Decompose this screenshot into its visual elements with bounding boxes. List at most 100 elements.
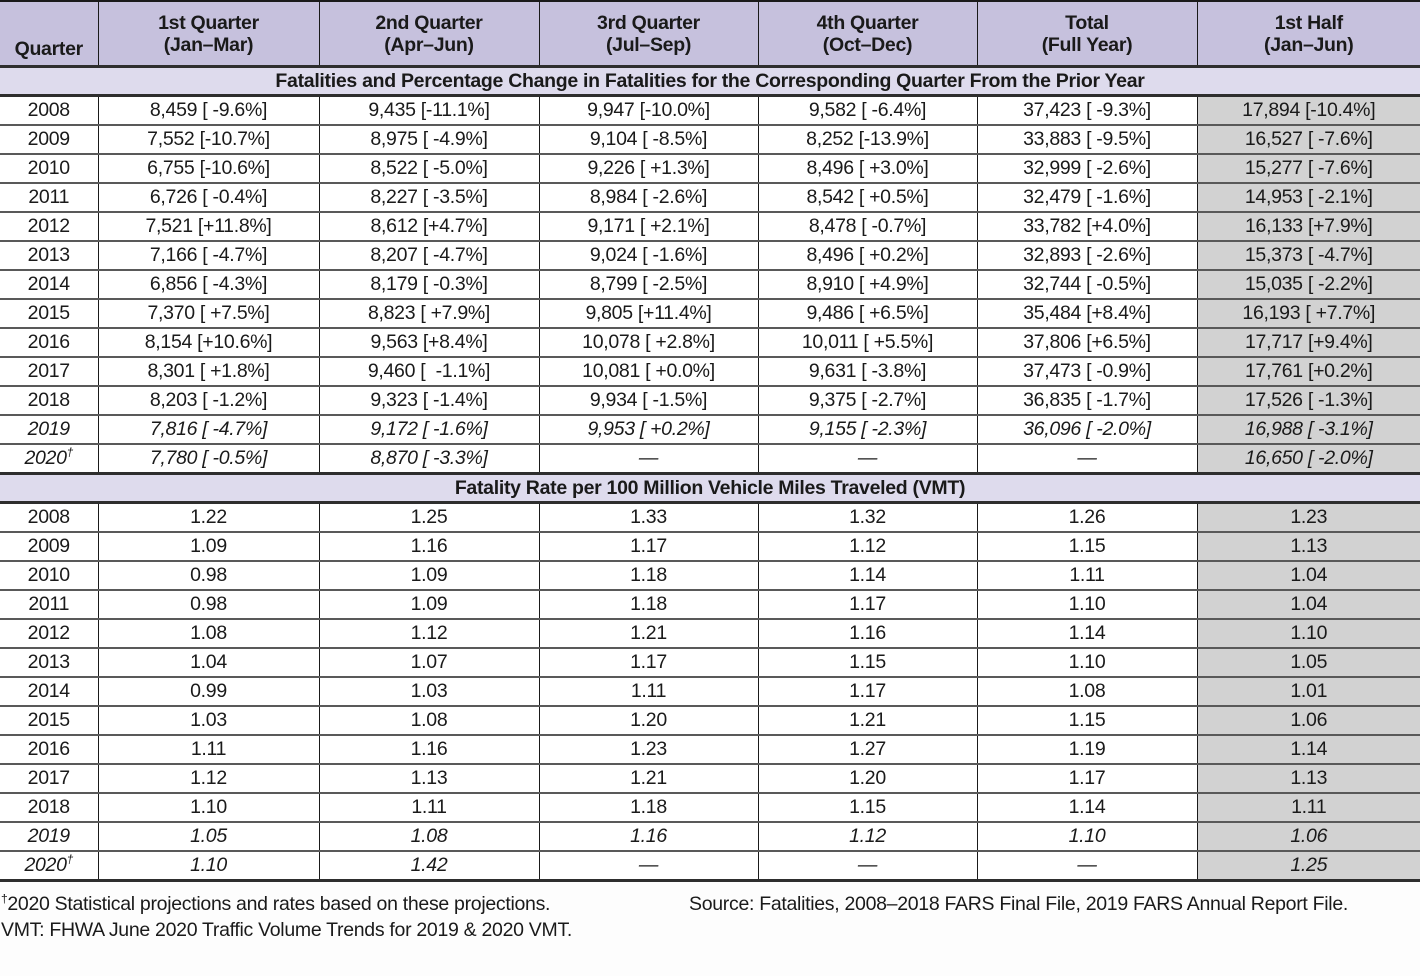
col-header-total: Total (Full Year) [976,0,1198,67]
value-cell: 1.09 [97,531,320,561]
value-cell: 1.16 [757,618,978,648]
table-row: 2010 0.98 1.09 1.18 1.14 1.11 1.04 [0,560,1420,590]
value-cell: 1.17 [976,763,1198,793]
value-cell: 36,835 [ -1.7%] [976,385,1198,415]
value-cell: 1.06 [1196,821,1420,851]
value-cell: 1.13 [318,763,540,793]
value-cell: 1.14 [976,618,1198,648]
col-header-sublabel: (Jul–Sep) [605,33,692,56]
year-label: 2016 [27,738,70,760]
value-cell: 8,522 [ -5.0%] [318,153,540,183]
year-cell: 2011 [0,589,99,619]
value-cell: — [976,443,1198,474]
value-cell: 1.17 [757,676,978,706]
table-row: 2019 1.05 1.08 1.16 1.12 1.10 1.06 [0,821,1420,851]
value-cell: 8,496 [ +3.0%] [757,153,978,183]
table-row: 2020† 7,780 [ -0.5%] 8,870 [ -3.3%] — — —16,6… [0,443,1420,474]
value-cell: 1.07 [318,647,540,677]
table-row: 2015 7,370 [ +7.5%] 8,823 [ +7.9%] 9,805 [+… [0,298,1420,328]
value-cell: 1.18 [538,792,759,822]
col-header-label: 2nd Quarter [375,11,483,34]
table-row: 2018 1.10 1.11 1.18 1.15 1.14 1.11 [0,792,1420,822]
value-cell: 9,953 [ +0.2%] [538,414,759,444]
value-cell: 8,612 [+4.7%] [318,211,540,241]
value-cell: 0.98 [97,589,320,619]
value-cell: 1.11 [97,734,320,764]
value-cell: 37,423 [ -9.3%] [976,95,1198,125]
value-cell: — [538,443,759,474]
year-cell: 2018 [0,385,99,415]
value-cell: 9,486 [ +6.5%] [757,298,978,328]
table-row: 2016 8,154 [+10.6%] 9,563 [+8.4%] 10,078 [ … [0,327,1420,357]
table-row: 2019 7,816 [ -4.7%] 9,172 [ -1.6%] 9,953 [ … [0,414,1420,444]
value-cell: 1.19 [976,734,1198,764]
table-row: 2012 7,521 [+11.8%] 8,612 [+4.7%] 9,171 [ +… [0,211,1420,241]
col-header-label: Total [1065,11,1109,34]
value-cell: 1.32 [757,502,978,532]
value-cell: 0.99 [97,676,320,706]
value-cell: 16,527 [ -7.6%] [1196,124,1420,154]
footnote-vmt-line: VMT: FHWA June 2020 Traffic Volume Trend… [1,919,573,941]
value-cell: 1.14 [1196,734,1420,764]
table-row: 2017 8,301 [ +1.8%] 9,460 [ -1.1%] 10,081 [… [0,356,1420,386]
table-row: 2015 1.03 1.08 1.20 1.21 1.15 1.06 [0,705,1420,735]
value-cell: 7,816 [ -4.7%] [97,414,320,444]
year-label: 2016 [27,331,70,353]
year-cell: 2015 [0,705,99,735]
col-header-q1: 1st Quarter (Jan–Mar) [97,0,320,67]
value-cell: 1.12 [757,821,978,851]
table-row: 2016 1.11 1.16 1.23 1.27 1.19 1.14 [0,734,1420,764]
year-label: 2015 [27,709,70,731]
value-cell: 1.25 [318,502,540,532]
table-row: 2017 1.12 1.13 1.21 1.20 1.17 1.13 [0,763,1420,793]
section-title: Fatality Rate per 100 Million Vehicle Mi… [0,472,1420,504]
value-cell: 9,375 [ -2.7%] [757,385,978,415]
value-cell: 15,035 [ -2.2%] [1196,269,1420,299]
year-label: 2018 [27,796,70,818]
value-cell: 8,203 [ -1.2%] [97,385,320,415]
value-cell: 36,096 [ -2.0%] [976,414,1198,444]
year-cell: 2018 [0,792,99,822]
value-cell: 35,484 [+8.4%] [976,298,1198,328]
value-cell: 1.18 [538,560,759,590]
value-cell: 1.17 [538,647,759,677]
value-cell: 1.25 [1196,850,1420,881]
year-cell: 2020† [0,850,99,881]
value-cell: 1.10 [97,792,320,822]
value-cell: 0.98 [97,560,320,590]
value-cell: 1.21 [538,618,759,648]
value-cell: 9,155 [ -2.3%] [757,414,978,444]
col-header-quarter: Quarter [0,0,99,67]
year-cell: 2008 [0,95,99,125]
value-cell: 1.13 [1196,763,1420,793]
value-cell: 33,782 [+4.0%] [976,211,1198,241]
year-cell: 2010 [0,560,99,590]
year-cell: 2011 [0,182,99,212]
value-cell: 8,207 [ -4.7%] [318,240,540,270]
col-header-q4: 4th Quarter (Oct–Dec) [757,0,978,67]
year-label: 2017 [27,767,70,789]
value-cell: 1.14 [976,792,1198,822]
value-cell: 1.16 [318,734,540,764]
value-cell: 17,894 [-10.4%] [1196,95,1420,125]
value-cell: — [538,850,759,881]
value-cell: 9,460 [ -1.1%] [318,356,540,386]
value-cell: 8,478 [ -0.7%] [757,211,978,241]
value-cell: 8,823 [ +7.9%] [318,298,540,328]
value-cell: 9,172 [ -1.6%] [318,414,540,444]
value-cell: 16,988 [ -3.1%] [1196,414,1420,444]
table-row: 2013 7,166 [ -4.7%] 8,207 [ -4.7%] 9,024 [ … [0,240,1420,270]
value-cell: 6,755 [-10.6%] [97,153,320,183]
section-title: Fatalities and Percentage Change in Fata… [0,65,1420,97]
table-row: 2009 1.09 1.16 1.17 1.12 1.15 1.13 [0,531,1420,561]
value-cell: 6,726 [ -0.4%] [97,182,320,212]
value-cell: 1.17 [757,589,978,619]
value-cell: 1.10 [976,821,1198,851]
value-cell: 1.15 [976,531,1198,561]
value-cell: 17,526 [ -1.3%] [1196,385,1420,415]
value-cell: 1.15 [757,647,978,677]
footnote-dagger-line: †2020 Statistical projections and rates … [1,891,689,917]
table-row: 2013 1.04 1.07 1.17 1.15 1.10 1.05 [0,647,1420,677]
value-cell: 8,179 [ -0.3%] [318,269,540,299]
value-cell: — [757,443,978,474]
